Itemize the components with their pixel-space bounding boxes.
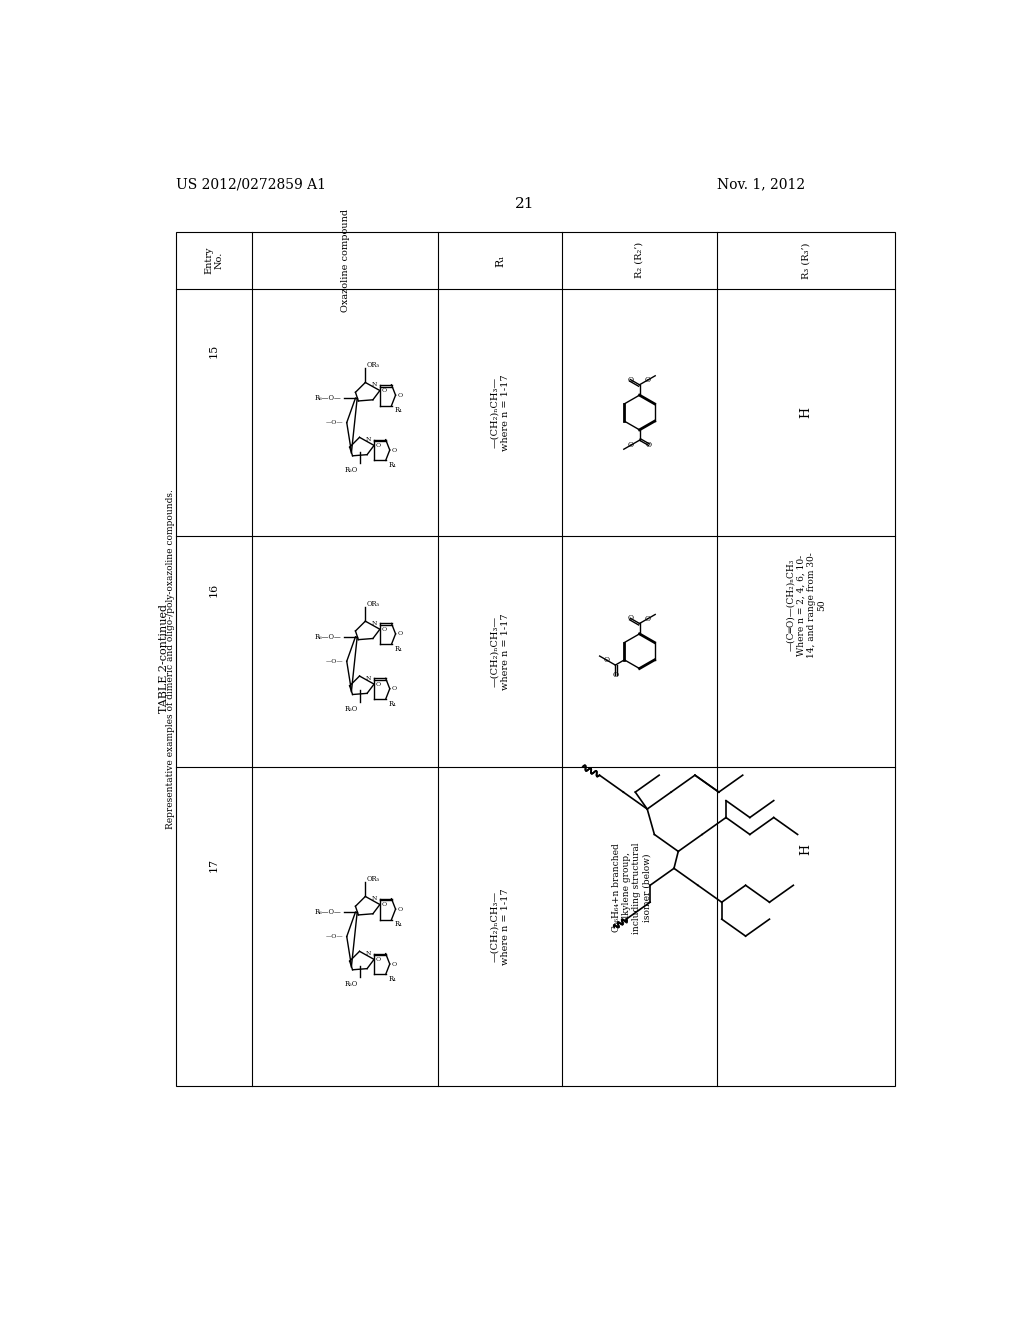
- Text: —(CH₂)ₙCH₃—
where n = 1-17: —(CH₂)ₙCH₃— where n = 1-17: [490, 612, 510, 689]
- Text: OR₅: OR₅: [367, 599, 380, 607]
- Text: R₆—O—: R₆—O—: [314, 395, 341, 403]
- Text: O: O: [397, 907, 402, 912]
- Text: —(CH₂)ₙCH₃—
where n = 1-17: —(CH₂)ₙCH₃— where n = 1-17: [490, 374, 510, 451]
- Text: N: N: [366, 437, 371, 442]
- Text: Representative examples of dimeric and oligo-/poly-oxazoline compounds.: Representative examples of dimeric and o…: [166, 488, 175, 829]
- Text: R₁: R₁: [495, 255, 505, 267]
- Text: N: N: [372, 383, 377, 387]
- Text: O: O: [397, 392, 402, 397]
- Text: OR₅: OR₅: [367, 875, 380, 883]
- Text: Oxazoline compound: Oxazoline compound: [341, 209, 349, 312]
- Text: O: O: [645, 615, 651, 623]
- Text: O: O: [612, 672, 618, 680]
- Text: 16: 16: [209, 582, 219, 597]
- Text: R₄: R₄: [388, 461, 396, 469]
- Text: R₄: R₄: [394, 407, 402, 414]
- Text: —(CH₂)ₙCH₃—
where n = 1-17: —(CH₂)ₙCH₃— where n = 1-17: [490, 888, 510, 965]
- Text: O: O: [382, 902, 387, 907]
- Text: O: O: [604, 656, 610, 664]
- Text: Nov. 1, 2012: Nov. 1, 2012: [717, 178, 805, 191]
- Text: N: N: [366, 676, 371, 681]
- Text: R₅O: R₅O: [344, 705, 357, 713]
- Text: C₃₆H₆₄+n branched
alkylene group,
including structural
isomer (below): C₃₆H₆₄+n branched alkylene group, includ…: [611, 842, 652, 933]
- Text: US 2012/0272859 A1: US 2012/0272859 A1: [176, 178, 326, 191]
- Text: —(C═O)—(CH₂)ₙCH₃
Where n = 2, 4, 6, 10-
14, and range from 30-
50: —(C═O)—(CH₂)ₙCH₃ Where n = 2, 4, 6, 10- …: [786, 552, 826, 657]
- Text: O: O: [628, 441, 634, 449]
- Text: O: O: [382, 388, 387, 393]
- Text: O: O: [391, 961, 396, 966]
- Text: R₄: R₄: [394, 920, 402, 928]
- Text: 17: 17: [209, 858, 219, 873]
- Text: O: O: [376, 681, 381, 686]
- Text: R₆—O—: R₆—O—: [314, 908, 341, 916]
- Text: R₅O: R₅O: [344, 981, 357, 989]
- Text: R₂ (R₂’): R₂ (R₂’): [635, 243, 644, 279]
- Text: Entry
No.: Entry No.: [205, 247, 223, 275]
- Text: 15: 15: [209, 343, 219, 358]
- Text: TABLE 2-continued: TABLE 2-continued: [160, 605, 169, 713]
- Text: O: O: [628, 376, 634, 384]
- Text: OR₅: OR₅: [367, 362, 380, 370]
- Text: O: O: [391, 686, 396, 692]
- Text: O: O: [628, 614, 634, 622]
- Bar: [176, 231, 895, 1086]
- Text: O: O: [645, 376, 651, 384]
- Text: O: O: [382, 627, 387, 632]
- Text: N: N: [366, 952, 371, 956]
- Text: R₄: R₄: [388, 700, 396, 708]
- Text: O: O: [397, 631, 402, 636]
- Text: O: O: [391, 447, 396, 453]
- Text: —O—: —O—: [327, 659, 344, 664]
- Text: 21: 21: [515, 197, 535, 211]
- Text: O: O: [376, 444, 381, 447]
- Text: —O—: —O—: [327, 420, 344, 425]
- Text: O: O: [645, 441, 651, 449]
- Text: R₃ (R₃’): R₃ (R₃’): [802, 243, 811, 279]
- Text: R₅O: R₅O: [344, 466, 357, 474]
- Text: —O—: —O—: [327, 935, 344, 939]
- Text: R₄: R₄: [394, 645, 402, 653]
- Text: R₄: R₄: [388, 975, 396, 983]
- Text: R₆—O—: R₆—O—: [314, 632, 341, 640]
- Text: H: H: [800, 843, 813, 855]
- Text: H: H: [800, 407, 813, 418]
- Text: O: O: [376, 957, 381, 962]
- Text: N: N: [372, 620, 377, 626]
- Text: N: N: [372, 896, 377, 902]
